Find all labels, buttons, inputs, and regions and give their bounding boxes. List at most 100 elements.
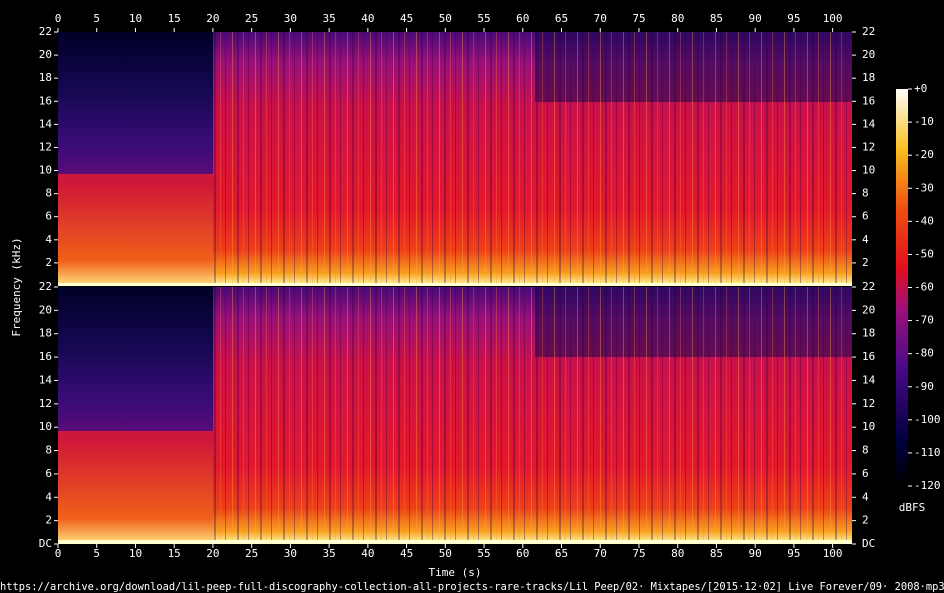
y-tick-label: 14	[39, 117, 53, 130]
colorbar-tick-label: -40	[914, 214, 934, 227]
colorbar-tick-label: -120	[914, 479, 941, 492]
colorbar-tick-label: -80	[914, 347, 934, 360]
x-tick-label: 75	[632, 12, 645, 25]
y-tick-label: 8	[45, 444, 52, 457]
y-tick-label: 14	[862, 373, 876, 386]
x-tick-label: 100	[823, 547, 843, 560]
y-tick-label: 10	[39, 420, 52, 433]
source-url: https://archive.org/download/lil-peep-fu…	[0, 581, 944, 593]
colorbar-tick-label: -60	[914, 281, 934, 294]
x-tick-label: 10	[129, 12, 142, 25]
x-tick-label: 5	[93, 547, 100, 560]
colorbar-tick-label: -70	[914, 314, 934, 327]
x-tick-label: 60	[516, 547, 529, 560]
y-tick-label: 16	[39, 94, 52, 107]
colorbar-tick-label: -90	[914, 380, 934, 393]
colorbar-tick-label: -10	[914, 115, 934, 128]
y-tick-label: 10	[862, 164, 875, 177]
y-tick-label: 20	[39, 303, 52, 316]
y-tick-label: 12	[862, 140, 875, 153]
x-tick-label: 80	[671, 12, 684, 25]
x-tick-label: 95	[787, 547, 800, 560]
colorbar-tick-label: -20	[914, 148, 934, 161]
x-tick-label: 95	[787, 12, 800, 25]
x-tick-label: 45	[400, 547, 413, 560]
x-tick-label: 90	[749, 547, 762, 560]
y-tick-label: 8	[862, 187, 869, 200]
y-axis-label: Frequency (kHz)	[10, 237, 23, 336]
y-tick-label: 22	[39, 25, 52, 38]
x-tick-label: 65	[555, 547, 568, 560]
x-tick-label: 50	[439, 12, 452, 25]
y-tick-label: 18	[39, 71, 52, 84]
x-tick-label: 50	[439, 547, 452, 560]
y-tick-label: 22	[862, 280, 875, 293]
x-tick-label: 15	[168, 12, 181, 25]
x-tick-label: 65	[555, 12, 568, 25]
colorbar-tick-label: -110	[914, 446, 941, 459]
y-tick-label: 6	[862, 467, 869, 480]
y-tick-label: 4	[45, 490, 52, 503]
y-tick-label: 18	[862, 71, 875, 84]
y-tick-label: 10	[39, 164, 52, 177]
y-tick-label: 2	[862, 256, 869, 269]
x-tick-label: 85	[710, 547, 723, 560]
y-tick-label: 4	[862, 490, 869, 503]
y-tick-label: 20	[862, 303, 875, 316]
y-tick-label: 12	[39, 140, 52, 153]
colorbar-label: dBFS	[899, 501, 926, 514]
x-tick-label: 90	[749, 12, 762, 25]
y-tick-label: 16	[862, 94, 875, 107]
x-tick-label: 15	[168, 547, 181, 560]
x-tick-label: 5	[93, 12, 100, 25]
y-tick-label: DC	[39, 537, 52, 550]
x-tick-label: 25	[245, 12, 258, 25]
x-tick-label: 20	[206, 12, 219, 25]
x-tick-label: 30	[284, 12, 297, 25]
y-tick-label: 2	[45, 256, 52, 269]
x-tick-label: 30	[284, 547, 297, 560]
x-tick-label: 40	[361, 12, 374, 25]
y-tick-label: 20	[39, 48, 52, 61]
colorbar	[896, 89, 908, 486]
x-tick-label: 35	[322, 12, 335, 25]
x-tick-label: 25	[245, 547, 258, 560]
y-tick-label: 22	[862, 25, 875, 38]
y-tick-label: 6	[862, 210, 869, 223]
x-tick-label: 80	[671, 547, 684, 560]
y-tick-label: 20	[862, 48, 875, 61]
x-tick-label: 75	[632, 547, 645, 560]
colorbar-tick-label: -100	[914, 413, 941, 426]
y-tick-label: 22	[39, 280, 52, 293]
y-tick-label: 12	[39, 397, 52, 410]
y-tick-label: 2	[862, 514, 869, 527]
y-tick-label: 18	[39, 327, 52, 340]
x-tick-label: 20	[206, 547, 219, 560]
y-tick-label: 2	[45, 514, 52, 527]
y-tick-label: 6	[45, 467, 52, 480]
x-tick-label: 55	[477, 547, 490, 560]
y-tick-label: 12	[862, 397, 875, 410]
y-tick-label: 4	[45, 233, 52, 246]
colorbar-tick-label: +0	[914, 82, 927, 95]
x-tick-label: 40	[361, 547, 374, 560]
y-tick-label: 6	[45, 210, 52, 223]
y-tick-label: 16	[862, 350, 875, 363]
x-tick-label: 55	[477, 12, 490, 25]
x-tick-label: 70	[594, 12, 607, 25]
x-tick-label: 85	[710, 12, 723, 25]
y-tick-label: 4	[862, 233, 869, 246]
y-tick-label: 18	[862, 327, 875, 340]
x-tick-label: 0	[55, 547, 62, 560]
y-tick-label: 14	[39, 373, 53, 386]
y-tick-label: 14	[862, 117, 876, 130]
colorbar-tick-label: -50	[914, 247, 934, 260]
y-tick-label: 10	[862, 420, 875, 433]
x-tick-label: 0	[55, 12, 62, 25]
x-tick-label: 10	[129, 547, 142, 560]
y-tick-label: 8	[45, 187, 52, 200]
x-tick-label: 70	[594, 547, 607, 560]
x-tick-label: 60	[516, 12, 529, 25]
y-tick-label: 16	[39, 350, 52, 363]
